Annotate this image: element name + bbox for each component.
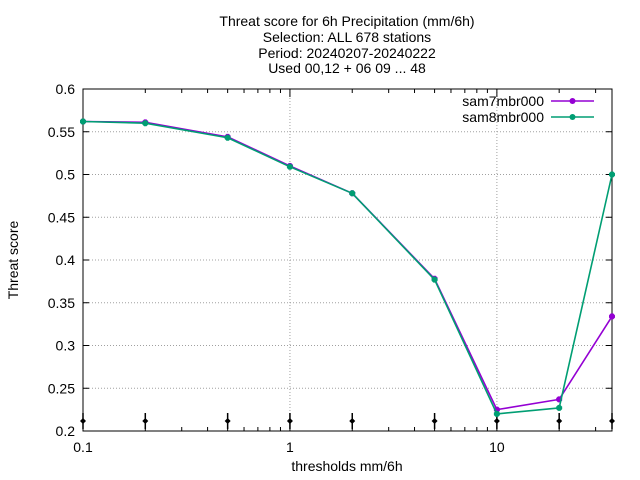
data-point: [609, 171, 615, 178]
ticks: 0.2 0.25 0.3 0.35 0.4 0.45 0.5 0.55 0.6 0.1 1 10: [48, 81, 612, 455]
y-tick-label: 0.5: [56, 167, 76, 183]
bottom-threshold-markers: [80, 413, 615, 429]
y-axis-label: Threat score: [5, 220, 21, 299]
series-line: [82, 120, 613, 411]
data-point: [80, 118, 86, 125]
x-tick-label: 1: [286, 439, 294, 455]
y-tick-label: 0.4: [56, 252, 76, 268]
data-point: [286, 163, 293, 170]
x-tick-label: 0.1: [73, 439, 93, 455]
threshold-marker: [80, 413, 86, 429]
series-sam8mbr000: [80, 118, 615, 417]
chart-title-line-1: Threat score for 6h Precipitation (mm/6h…: [219, 13, 474, 29]
threshold-marker-diamond: [493, 418, 500, 424]
data-point: [349, 190, 356, 197]
y-tick-label: 0.3: [56, 338, 76, 354]
chart-title-line-2: Selection: ALL 678 stations: [263, 29, 431, 45]
threshold-marker: [431, 413, 438, 429]
threshold-marker: [224, 413, 231, 429]
y-tick-label: 0.6: [56, 81, 76, 97]
legend-label: sam8mbr000: [462, 109, 544, 125]
grid-lines: [83, 89, 612, 431]
threshold-marker-diamond: [349, 418, 356, 424]
data-point: [493, 410, 500, 417]
threshold-marker: [142, 413, 149, 429]
threshold-marker: [286, 413, 293, 429]
threshold-marker: [349, 413, 356, 429]
y-tick-label: 0.25: [48, 380, 75, 396]
x-tick-label: 10: [489, 439, 505, 455]
chart-title-line-3: Period: 20240207-20240222: [258, 45, 436, 61]
threshold-marker-diamond: [286, 418, 293, 424]
legend-entry: sam8mbr000: [462, 109, 594, 125]
data-point: [224, 134, 231, 141]
y-tick-label: 0.35: [48, 295, 75, 311]
y-tick-label: 0.55: [48, 124, 75, 140]
threshold-marker-diamond: [142, 418, 149, 424]
x-axis-label: thresholds mm/6h: [291, 458, 402, 474]
chart-title: Threat score for 6h Precipitation (mm/6h…: [219, 13, 474, 76]
threshold-marker: [609, 413, 615, 429]
legend-marker: [569, 98, 576, 104]
legend-entry: sam7mbr000: [462, 93, 594, 109]
data-point: [142, 120, 149, 127]
threshold-marker-diamond: [431, 418, 438, 424]
data-point: [431, 276, 438, 283]
data-point: [556, 404, 563, 411]
chart-title-line-4: Used 00,12 + 06 09 ... 48: [268, 60, 426, 76]
series: [80, 118, 615, 417]
legend-label: sam7mbr000: [462, 93, 544, 109]
y-tick-label: 0.2: [56, 423, 76, 439]
y-tick-label: 0.45: [48, 209, 75, 225]
legend-marker: [569, 114, 576, 120]
threshold-marker: [556, 413, 563, 429]
threshold-marker-diamond: [224, 418, 231, 424]
threshold-marker-diamond: [609, 418, 615, 424]
threshold-marker-diamond: [80, 418, 86, 424]
series-sam7mbr000: [80, 118, 615, 413]
data-point: [609, 313, 615, 320]
threshold-marker-diamond: [556, 418, 563, 424]
series-line: [82, 120, 613, 415]
